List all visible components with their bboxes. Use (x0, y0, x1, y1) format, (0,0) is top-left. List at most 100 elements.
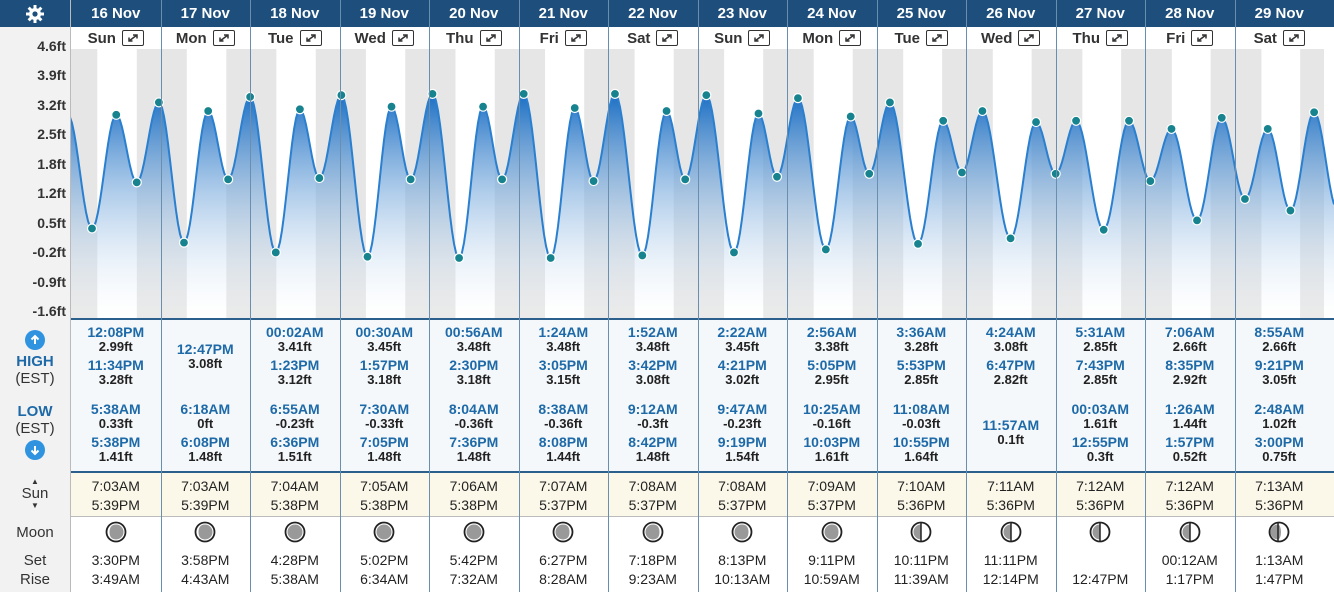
column-divider (161, 0, 162, 592)
date-header[interactable]: 26 Nov (966, 0, 1056, 27)
day-column: 24 Nov Mon 2:56AM 3.38ft 5:05PM 2.95ft 10:25AM… (787, 0, 877, 592)
column-divider (608, 0, 609, 592)
y-axis-tick: -0.2ft (0, 244, 66, 260)
low-tide-height: 1.61ft (1056, 417, 1146, 430)
expand-icon[interactable] (748, 30, 770, 46)
sunset-time: 5:37PM (608, 497, 698, 513)
expand-icon[interactable] (656, 30, 678, 46)
expand-icon[interactable] (480, 30, 502, 46)
sunset-time: 5:36PM (966, 497, 1056, 513)
date-header[interactable]: 27 Nov (1056, 0, 1146, 27)
high-tide-time: 5:53PM (877, 359, 967, 372)
date-header[interactable]: 25 Nov (877, 0, 967, 27)
low-tide-height: 1.48ft (161, 450, 251, 463)
low-tide-height: -0.36ft (519, 417, 609, 430)
sunrise-time: 7:12AM (1056, 478, 1146, 494)
day-name-box: Tue (250, 27, 340, 49)
low-tide-time: 00:03AM (1056, 403, 1146, 416)
sunrise-time: 7:12AM (1145, 478, 1235, 494)
moon-phase-icon (550, 521, 576, 543)
low-tide-time: 9:47AM (698, 403, 788, 416)
low-tide-time: 12:55PM (1056, 436, 1146, 449)
low-tide-height: -0.36ft (429, 417, 519, 430)
high-tide-height: 3.28ft (877, 340, 967, 353)
low-label-group: LOW (EST) (0, 403, 70, 460)
high-tide-time: 7:06AM (1145, 326, 1235, 339)
moon-phase-icon (371, 521, 397, 543)
moonset-time: 3:58PM (161, 552, 251, 568)
date-header[interactable]: 23 Nov (698, 0, 788, 27)
low-tide-height: -0.33ft (340, 417, 430, 430)
date-header[interactable]: 24 Nov (787, 0, 877, 27)
expand-icon[interactable] (392, 30, 414, 46)
column-divider (340, 0, 341, 592)
day-name: Mon (176, 30, 207, 47)
day-name-box: Thu (429, 27, 519, 49)
high-tide-time: 00:30AM (340, 326, 430, 339)
low-tide-height: -0.03ft (877, 417, 967, 430)
high-tide-height: 3.45ft (698, 340, 788, 353)
low-tide-time: 6:55AM (250, 403, 340, 416)
sun-label: Sun (0, 486, 70, 502)
high-tide-height: 3.18ft (429, 373, 519, 386)
date-header[interactable]: 16 Nov (71, 0, 161, 27)
moonrise-time: 10:13AM (698, 571, 788, 587)
sunrise-time: 7:10AM (877, 478, 967, 494)
date-header[interactable]: 22 Nov (608, 0, 698, 27)
column-divider (250, 0, 251, 592)
expand-icon[interactable] (300, 30, 322, 46)
column-divider (877, 0, 878, 592)
settings-gear-icon[interactable] (0, 0, 70, 27)
label-column: 4.6ft 3.9ft 3.2ft 2.5ft 1.8ft 1.2ft 0.5ft -0.2f… (0, 0, 71, 592)
expand-icon[interactable] (1018, 30, 1040, 46)
sunrise-time: 7:09AM (787, 478, 877, 494)
low-tide-time: 11:08AM (877, 403, 967, 416)
moon-phase-icon (640, 521, 666, 543)
date-header[interactable]: 20 Nov (429, 0, 519, 27)
expand-icon[interactable] (122, 30, 144, 46)
day-name-box: Sat (1235, 27, 1325, 49)
low-tide-height: -0.23ft (250, 417, 340, 430)
expand-icon[interactable] (1106, 30, 1128, 46)
high-tide-height: 3.38ft (787, 340, 877, 353)
date-header[interactable]: 18 Nov (250, 0, 340, 27)
expand-icon[interactable] (1191, 30, 1213, 46)
date-header[interactable]: 21 Nov (519, 0, 609, 27)
day-name: Fri (540, 30, 559, 47)
high-tide-height: 3.41ft (250, 340, 340, 353)
high-tide-height: 2.66ft (1145, 340, 1235, 353)
date-header[interactable]: 28 Nov (1145, 0, 1235, 27)
high-tide-time: 2:30PM (429, 359, 519, 372)
expand-icon[interactable] (926, 30, 948, 46)
date-header[interactable]: 17 Nov (161, 0, 251, 27)
expand-icon[interactable] (565, 30, 587, 46)
expand-icon[interactable] (1283, 30, 1305, 46)
high-tide-time: 12:08PM (71, 326, 161, 339)
high-tide-time: 4:21PM (698, 359, 788, 372)
column-divider (698, 0, 699, 592)
day-name: Fri (1166, 30, 1185, 47)
y-axis-tick: 0.5ft (0, 215, 66, 231)
low-arrow-icon (25, 440, 45, 460)
high-tide-height: 3.08ft (161, 357, 251, 370)
sunrise-time: 7:05AM (340, 478, 430, 494)
day-column: 18 Nov Tue 00:02AM 3.41ft 1:23PM 3.12ft 6:55AM… (250, 0, 340, 592)
expand-icon[interactable] (839, 30, 861, 46)
sunset-time: 5:37PM (787, 497, 877, 513)
low-tide-time: 3:00PM (1235, 436, 1325, 449)
low-tide-time: 6:36PM (250, 436, 340, 449)
date-header[interactable]: 19 Nov (340, 0, 430, 27)
low-tide-height: 1.48ft (608, 450, 698, 463)
low-tide-time: 7:36PM (429, 436, 519, 449)
low-tide-height: 0ft (161, 417, 251, 430)
day-column: 17 Nov Mon 12:47PM 3.08ft 6:18AM 0ft 6:08PM 1.4… (161, 0, 251, 592)
high-tide-height: 3.15ft (519, 373, 609, 386)
low-tide-height: 0.75ft (1235, 450, 1325, 463)
moonset-time: 6:27PM (519, 552, 609, 568)
day-name-box: Thu (1056, 27, 1146, 49)
expand-icon[interactable] (213, 30, 235, 46)
low-tide-time: 7:05PM (340, 436, 430, 449)
date-header[interactable]: 29 Nov (1235, 0, 1325, 27)
moonrise-time: 5:38AM (250, 571, 340, 587)
